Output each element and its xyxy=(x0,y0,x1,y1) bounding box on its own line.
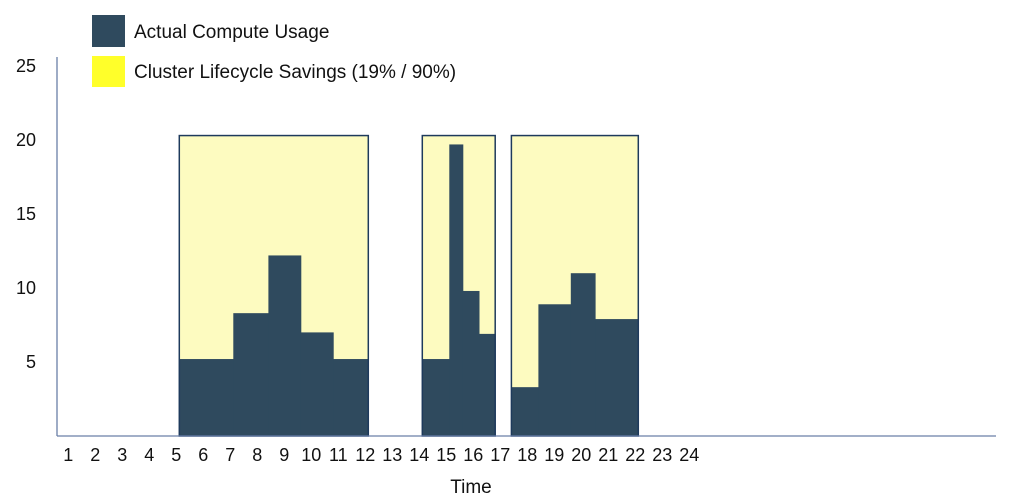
legend: Actual Compute Usage Cluster Lifecycle S… xyxy=(92,15,456,87)
x-tick-label-24: 24 xyxy=(679,445,699,465)
legend-swatch-usage xyxy=(92,15,125,47)
legend-swatch-savings xyxy=(92,56,125,87)
x-tick-label-17: 17 xyxy=(490,445,510,465)
legend-label-usage: Actual Compute Usage xyxy=(134,22,329,43)
x-tick-label-18: 18 xyxy=(517,445,537,465)
x-tick-label-23: 23 xyxy=(652,445,672,465)
x-tick-label-1: 1 xyxy=(63,445,73,465)
x-tick-label-21: 21 xyxy=(598,445,618,465)
x-tick-label-5: 5 xyxy=(171,445,181,465)
usage-bar-1 xyxy=(179,359,234,436)
y-tick-labels: 5 10 15 20 25 xyxy=(16,56,36,372)
x-tick-label-8: 8 xyxy=(252,445,262,465)
usage-bar-10 xyxy=(511,387,539,436)
y-tick-label-5: 5 xyxy=(26,352,36,372)
x-tick-label-2: 2 xyxy=(90,445,100,465)
x-tick-label-16: 16 xyxy=(463,445,483,465)
x-tick-label-19: 19 xyxy=(544,445,564,465)
x-tick-label-20: 20 xyxy=(571,445,591,465)
usage-bar-3 xyxy=(268,255,302,436)
legend-label-savings: Cluster Lifecycle Savings (19% / 90%) xyxy=(134,62,456,83)
x-tick-label-15: 15 xyxy=(436,445,456,465)
x-tick-label-10: 10 xyxy=(301,445,321,465)
y-tick-label-10: 10 xyxy=(16,278,36,298)
usage-bar-2 xyxy=(233,313,269,436)
x-tick-label-12: 12 xyxy=(355,445,375,465)
usage-bar-4 xyxy=(300,332,334,436)
usage-layer xyxy=(179,144,639,436)
usage-bar-13 xyxy=(595,319,639,436)
x-tick-label-3: 3 xyxy=(117,445,127,465)
y-tick-label-20: 20 xyxy=(16,130,36,150)
x-tick-label-7: 7 xyxy=(225,445,235,465)
usage-bar-8 xyxy=(462,290,480,436)
x-tick-labels: 1 2 3 4 5 6 7 8 9 10 11 12 13 14 15 16 17 18 19 20 21 22 23 24 xyxy=(63,445,699,465)
x-axis-title: Time xyxy=(450,477,492,496)
x-tick-label-4: 4 xyxy=(144,445,154,465)
x-tick-label-14: 14 xyxy=(409,445,429,465)
usage-bar-9 xyxy=(479,333,496,436)
y-tick-label-15: 15 xyxy=(16,204,36,224)
x-tick-label-13: 13 xyxy=(382,445,402,465)
usage-bar-12 xyxy=(570,273,596,436)
x-tick-label-11: 11 xyxy=(329,445,348,465)
x-tick-label-22: 22 xyxy=(625,445,645,465)
x-tick-label-9: 9 xyxy=(279,445,289,465)
y-tick-label-25: 25 xyxy=(16,56,36,76)
usage-bar-5 xyxy=(333,359,369,436)
usage-bar-7 xyxy=(449,144,464,436)
x-tick-label-6: 6 xyxy=(198,445,208,465)
usage-bar-6 xyxy=(422,359,450,436)
usage-bar-11 xyxy=(538,304,572,436)
